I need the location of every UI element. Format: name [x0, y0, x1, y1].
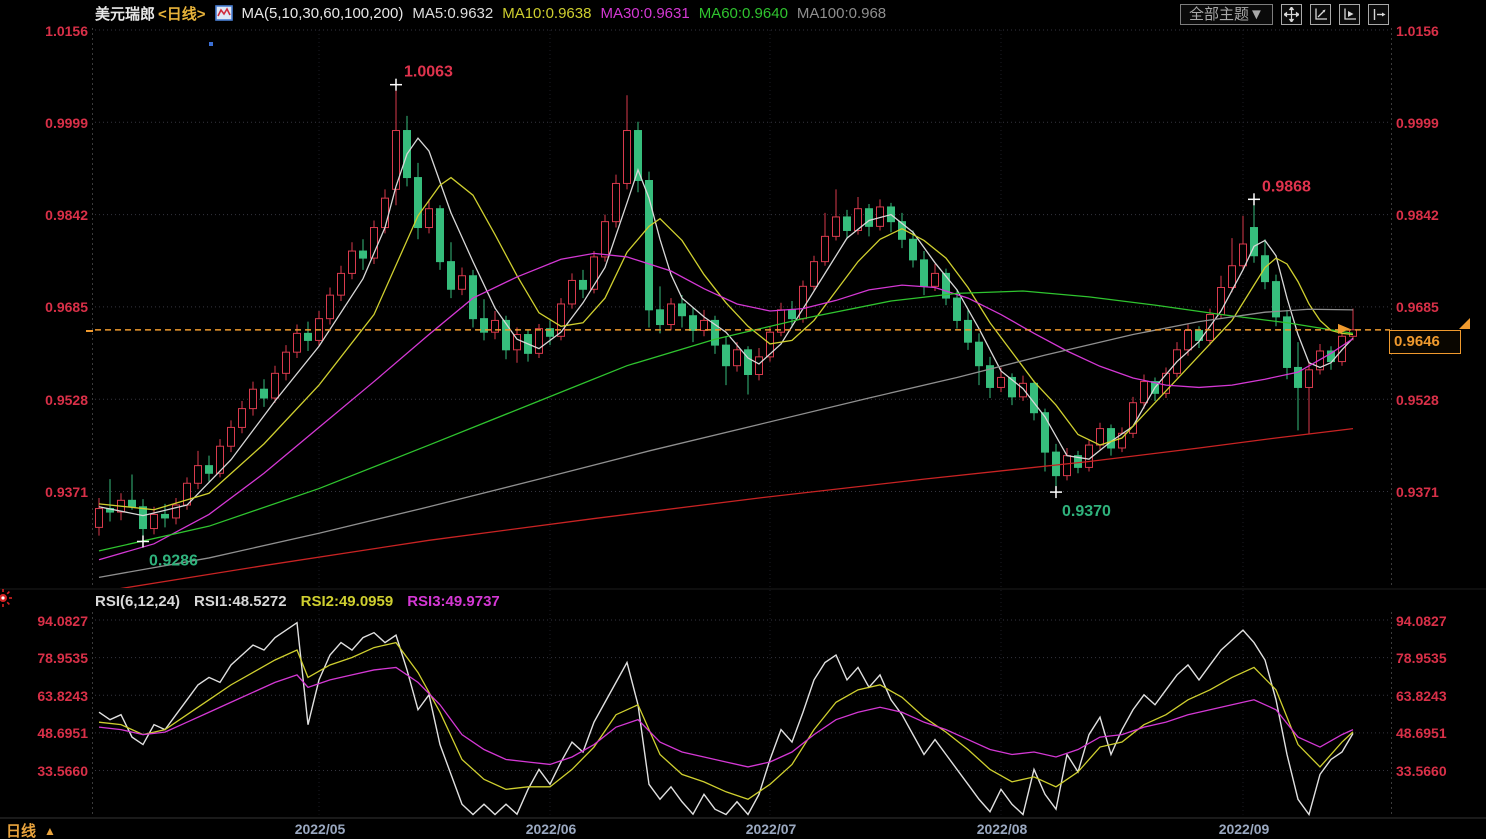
- ma-settings-label: MA(5,10,30,60,100,200): [241, 4, 404, 22]
- axis-frame: [0, 28, 1486, 819]
- x-axis-month-label: 2022/09: [1218, 821, 1270, 837]
- current-price-left-tick: [86, 330, 93, 332]
- rsi2-value: RSI2:49.0959: [300, 593, 394, 610]
- export-icon[interactable]: [1367, 4, 1389, 25]
- rsi-axis-label-left: 78.9535: [37, 650, 88, 666]
- ma5-line: [98, 137, 1354, 517]
- x-axis-month-label: 2022/05: [294, 821, 346, 837]
- rsi-axis-label-right: 63.8243: [1396, 688, 1447, 704]
- axis-label-right: 0.9999: [1396, 115, 1439, 131]
- rsi-header: RSI(6,12,24) RSI1:48.5272 RSI2:49.0959 R…: [95, 593, 500, 611]
- triangle-up-icon: ▲: [44, 823, 56, 838]
- ma100-line: [98, 308, 1354, 578]
- chart-header: 美元瑞郎 <日线> MA(5,10,30,60,100,200) MA5:0.96…: [95, 3, 886, 23]
- rsi-axis-label-right: 33.5660: [1396, 763, 1447, 779]
- svg-text:0.9370: 0.9370: [1062, 503, 1111, 520]
- axis-label-right: 0.9528: [1396, 392, 1439, 408]
- price-annotation: 1.0063: [390, 64, 453, 91]
- ma10-line: [98, 176, 1354, 511]
- x-axis-month-label: 2022/07: [745, 821, 797, 837]
- indicator-alert-icon: [0, 588, 13, 613]
- axis-label-left: 0.9528: [45, 392, 88, 408]
- current-price-line: [95, 323, 1390, 334]
- price-flag-icon: [1459, 318, 1470, 329]
- axis-scale-icon[interactable]: [1309, 4, 1331, 25]
- period-selector[interactable]: 日线 ▲: [6, 820, 56, 839]
- gridlines: [95, 29, 1390, 771]
- svg-text:1.0063: 1.0063: [404, 64, 453, 81]
- current-price-badge: 0.9646: [1389, 330, 1461, 354]
- axis-label-right: 1.0156: [1396, 23, 1439, 39]
- rsi2-line: [98, 641, 1354, 800]
- axis-label-left: 0.9999: [45, 115, 88, 131]
- ma60-line: [98, 290, 1354, 552]
- rsi3-line: [98, 666, 1354, 768]
- theme-dropdown-button[interactable]: 全部主题▼: [1180, 4, 1273, 25]
- rsi-axis-label-right: 94.0827: [1396, 613, 1447, 629]
- axis-play-icon[interactable]: [1338, 4, 1360, 25]
- candlestick-series: [95, 84, 1357, 542]
- axis-label-right: 0.9371: [1396, 484, 1439, 500]
- rsi-axis-label-left: 48.6951: [37, 725, 88, 741]
- axis-label-right: 0.9842: [1396, 207, 1439, 223]
- rsi-axis-label-left: 94.0827: [37, 613, 88, 629]
- period-selector-label: 日线: [6, 823, 37, 839]
- ma5-value: MA5:0.9632: [412, 4, 494, 22]
- rsi-axis-label-left: 33.5660: [37, 763, 88, 779]
- mini-chart-icon: [214, 5, 233, 21]
- period-tag: <日线>: [158, 5, 206, 23]
- svg-text:0.9286: 0.9286: [149, 552, 198, 569]
- axis-label-left: 0.9371: [45, 484, 88, 500]
- header-toolbar: 全部主题▼: [1180, 4, 1389, 25]
- rsi1-value: RSI1:48.5272: [194, 593, 287, 610]
- price-annotation: 0.9868: [1248, 178, 1311, 206]
- month-gridlines: [318, 30, 1244, 815]
- ma30-value: MA30:0.9631: [600, 4, 690, 22]
- x-axis-month-label: 2022/06: [525, 821, 577, 837]
- rsi3-value: RSI3:49.9737: [407, 593, 500, 610]
- price-annotation: 0.9286: [137, 535, 198, 569]
- pan-icon[interactable]: [1280, 4, 1302, 25]
- rsi1-line: [98, 621, 1354, 817]
- axis-label-right: 0.9685: [1396, 299, 1439, 315]
- ma60-value: MA60:0.9640: [698, 4, 788, 22]
- ma10-value: MA10:0.9638: [502, 4, 592, 22]
- axis-label-left: 0.9685: [45, 299, 88, 315]
- ma200-line: [120, 427, 1354, 588]
- axis-label-left: 1.0156: [45, 23, 88, 39]
- rsi-axis-label-right: 78.9535: [1396, 650, 1447, 666]
- rsi-settings-label: RSI(6,12,24): [95, 593, 181, 610]
- ma100-value: MA100:0.968: [796, 4, 887, 22]
- symbol-title: 美元瑞郎: [95, 5, 156, 23]
- ma30-line: [98, 252, 1354, 561]
- rsi-axis-label-right: 48.6951: [1396, 725, 1447, 741]
- x-axis-month-label: 2022/08: [976, 821, 1028, 837]
- price-annotation: 0.9370: [1050, 486, 1111, 520]
- rsi-axis-label-left: 63.8243: [37, 688, 88, 704]
- svg-text:0.9868: 0.9868: [1262, 178, 1311, 195]
- blue-dot-marker: [209, 42, 213, 46]
- axis-label-left: 0.9842: [45, 207, 88, 223]
